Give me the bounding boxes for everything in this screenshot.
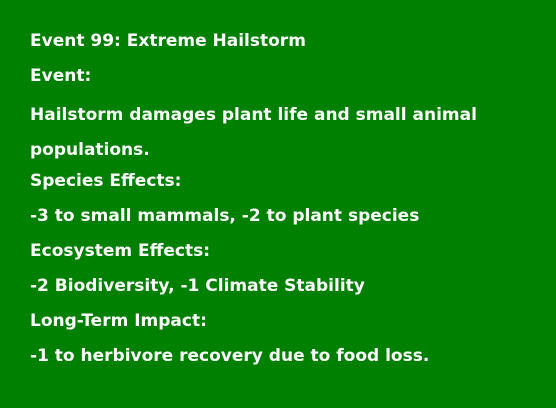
species-effects-value: -3 to small mammals, -2 to plant species <box>30 206 420 226</box>
event-title: Event 99: Extreme Hailstorm <box>30 31 306 51</box>
long-term-impact-label: Long-Term Impact: <box>30 311 207 331</box>
species-effects-label: Species Effects: <box>30 171 182 191</box>
ecosystem-effects-label: Ecosystem Effects: <box>30 241 211 261</box>
long-term-impact-value: -1 to herbivore recovery due to food los… <box>30 346 430 366</box>
ecosystem-effects-value: -2 Biodiversity, -1 Climate Stability <box>30 276 365 296</box>
event-description: Hailstorm damages plant life and small a… <box>30 105 477 160</box>
event-label: Event: <box>30 66 92 86</box>
